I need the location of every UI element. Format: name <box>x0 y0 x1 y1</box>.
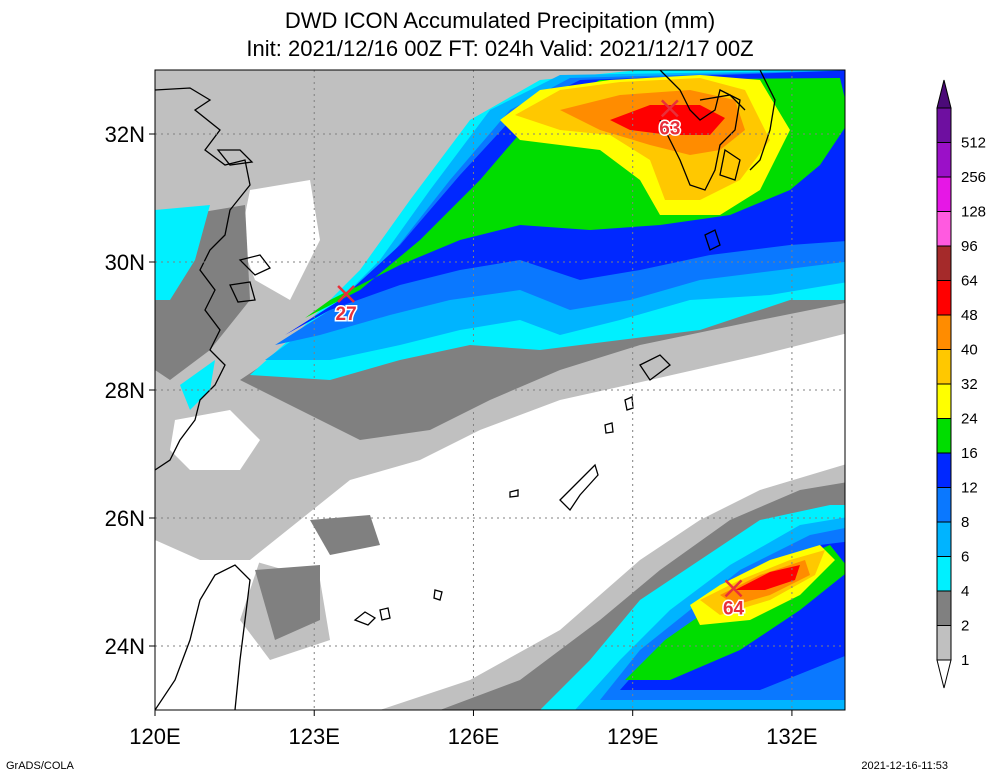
timestamp-label: 2021-12-16-11:53 <box>861 760 948 772</box>
colorbar-bottom-arrow <box>936 659 952 689</box>
colorbar-swatch <box>936 211 952 247</box>
lon-tick-label: 126E <box>448 724 499 749</box>
colorbar-label: 512 <box>961 135 986 152</box>
colorbar-label: 96 <box>961 238 978 255</box>
lat-tick-label: 24N <box>105 634 145 659</box>
maximum-marker: 27 <box>334 285 358 327</box>
colorbar-label: 40 <box>961 342 978 359</box>
maximum-marker: 64 <box>721 579 746 621</box>
maximum-value: 63 <box>659 118 680 139</box>
lat-tick-label: 28N <box>105 378 145 403</box>
colorbar-swatch <box>936 521 952 557</box>
axes: 32N 30N 28N 26N 24N 120E 123E 126E 129E 132E <box>105 122 818 749</box>
map-area: 27 63 64 <box>155 70 845 710</box>
colorbar-label: 24 <box>961 411 978 428</box>
colorbar-swatch <box>936 142 952 178</box>
colorbar-label: 32 <box>961 376 978 393</box>
colorbar-swatch <box>936 556 952 592</box>
colorbar-label: 256 <box>961 169 986 186</box>
coastlines <box>155 70 776 710</box>
lon-tick-label: 129E <box>607 724 658 749</box>
lat-tick-label: 26N <box>105 506 145 531</box>
colorbar-swatch <box>936 314 952 350</box>
colorbar-swatch <box>936 245 952 281</box>
colorbar-swatch <box>936 590 952 626</box>
lat-tick-label: 32N <box>105 122 145 147</box>
maxima-markers: 27 63 64 <box>334 99 746 621</box>
maximum-value: 27 <box>336 304 357 325</box>
colorbar-label: 2 <box>961 618 969 635</box>
map-subtitle: Init: 2021/12/16 00Z FT: 024h Valid: 202… <box>246 36 754 61</box>
colorbar-label: 1 <box>961 652 969 669</box>
map-title: DWD ICON Accumulated Precipitation (mm) <box>284 8 716 33</box>
colorbar-swatch <box>936 280 952 316</box>
colorbar-label: 4 <box>961 583 969 600</box>
lat-tick-label: 30N <box>105 250 145 275</box>
colorbar-label: 48 <box>961 307 978 324</box>
maximum-marker: 63 <box>658 99 682 141</box>
colorbar-top-arrow <box>936 79 952 109</box>
colorbar-swatch <box>936 625 952 661</box>
colorbar-swatch <box>936 107 952 143</box>
lon-tick-label: 120E <box>129 724 180 749</box>
colorbar-swatch <box>936 487 952 523</box>
colorbar-swatch <box>936 418 952 454</box>
colorbar-label: 6 <box>961 549 969 566</box>
lon-tick-label: 123E <box>289 724 340 749</box>
colorbar-swatch <box>936 349 952 385</box>
colorbar-label: 128 <box>961 204 986 221</box>
precip-band-48 <box>610 105 800 590</box>
colorbar-label: 12 <box>961 480 978 497</box>
colorbar-swatch <box>936 383 952 419</box>
clear-areas <box>160 180 320 640</box>
colorbar-label: 8 <box>961 514 969 531</box>
gridlines <box>155 70 845 710</box>
maximum-value: 64 <box>723 598 745 619</box>
colorbar-swatch <box>936 452 952 488</box>
colorbar-label: 16 <box>961 445 978 462</box>
lon-tick-label: 132E <box>766 724 817 749</box>
colorbar-label: 64 <box>961 273 978 290</box>
credit-label: GrADS/COLA <box>6 760 74 772</box>
colorbar-swatch <box>936 176 952 212</box>
